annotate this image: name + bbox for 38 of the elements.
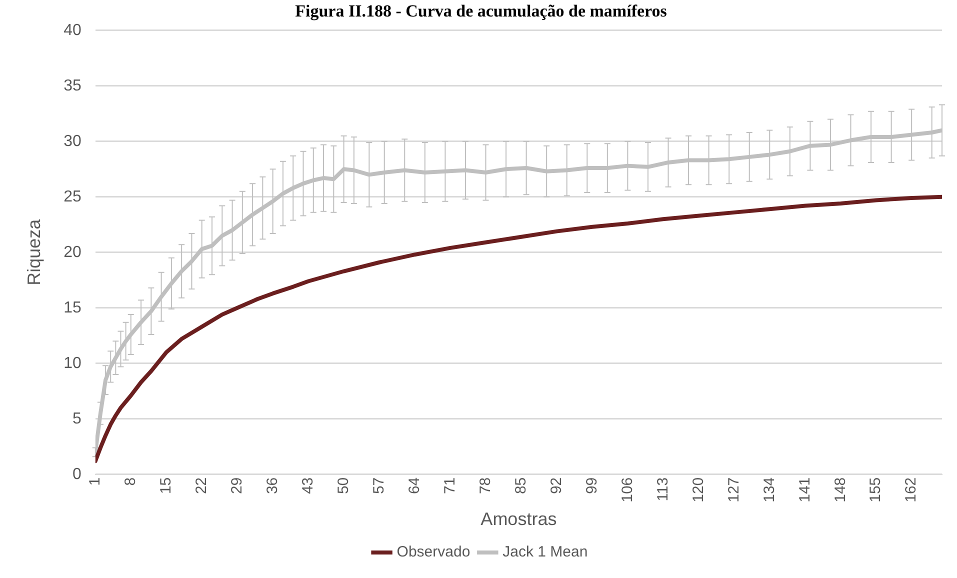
x-tick-label: 113	[654, 477, 672, 502]
x-axis-title: Amostras	[480, 509, 557, 530]
x-tick-label: 22	[192, 477, 210, 494]
x-tick-label: 1	[86, 477, 104, 486]
x-tick-label: 36	[264, 477, 281, 494]
legend-label: Observado	[396, 544, 470, 561]
x-tick-label: 127	[725, 477, 742, 502]
x-tick-label: 99	[583, 477, 600, 494]
x-tick-label: 29	[228, 477, 246, 494]
x-tick-label: 148	[832, 477, 849, 502]
x-tick-label: 43	[299, 477, 316, 494]
x-tick-label: 155	[867, 477, 884, 502]
y-tick-label: 15	[64, 299, 82, 316]
y-tick-label: 35	[64, 77, 82, 94]
x-tick-label: 71	[441, 477, 458, 494]
x-tick-label: 141	[796, 477, 814, 502]
x-tick-label: 64	[406, 477, 423, 494]
y-tick-label: 25	[64, 188, 82, 206]
y-tick-label: 30	[64, 132, 82, 150]
x-tick-label: 50	[334, 477, 352, 494]
x-tick-label: 134	[760, 477, 778, 502]
x-tick-label: 92	[548, 477, 565, 494]
y-tick-label: 0	[72, 466, 82, 483]
y-tick-label: 20	[64, 244, 82, 261]
x-tick-label: 57	[370, 477, 388, 494]
x-tick-label: 85	[512, 477, 530, 494]
y-tick-label: 10	[64, 354, 82, 372]
y-tick-label: 5	[72, 410, 82, 428]
x-tick-label: 8	[122, 477, 140, 486]
x-tick-label: 120	[690, 477, 707, 502]
y-tick-label: 40	[64, 22, 82, 39]
chart-title: Figura II.188 - Curva de acumulação de mamíferos	[295, 2, 668, 21]
y-axis-title: Riqueza	[24, 218, 44, 286]
x-tick-label: 106	[618, 477, 636, 502]
x-tick-label: 78	[476, 477, 494, 494]
legend-label: Jack 1 Mean	[502, 544, 588, 561]
x-tick-label: 162	[902, 477, 920, 502]
x-tick-label: 15	[158, 477, 175, 494]
